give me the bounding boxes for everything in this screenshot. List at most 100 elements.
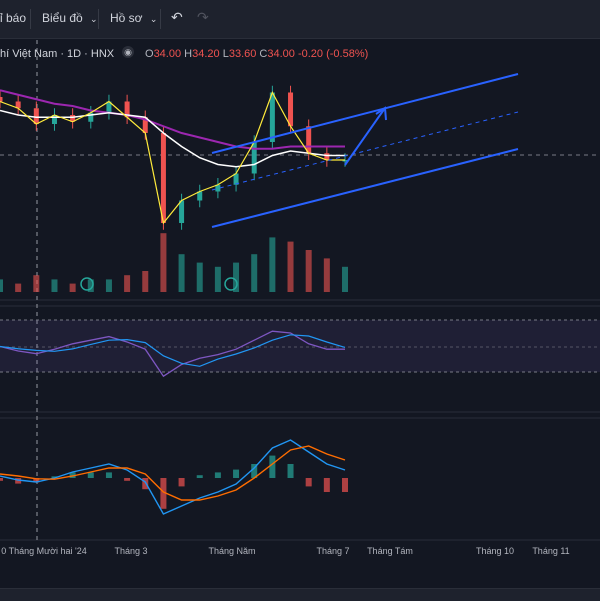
volume-bar [15,283,22,292]
candle-body [70,115,76,122]
candle-body [124,101,130,118]
volume-bar [87,279,94,292]
candle-body [306,126,312,154]
volume-bar [342,266,348,292]
rsi-band [0,320,600,372]
toolbar-divider [160,9,161,29]
volume-bar [0,279,3,292]
eye-icon[interactable]: ◉ [122,46,134,58]
profile-menu[interactable]: Hồ sơ ⌄ [110,11,157,25]
macd-histogram-bar [269,455,276,478]
candle-body [33,108,39,124]
profile-menu-label: Hồ sơ [110,11,143,25]
projection-arrow-head [375,106,387,121]
signal-line [0,445,346,501]
candle-body [179,200,185,223]
candle-body [160,133,166,223]
macd-histogram-bar [69,472,76,478]
volume-bar [323,258,330,292]
volume-bar [305,250,312,292]
open-value: 34.00 [153,48,182,60]
candle-body [51,115,57,124]
low-label: L [222,48,229,60]
macd-histogram-bar [233,469,240,478]
close-value: 34.00 [267,48,295,60]
candle-body [0,97,3,102]
volume-bar [33,275,40,292]
redo-icon[interactable]: ↷ [197,9,209,25]
symbol-title[interactable]: hí Việt Nam · 1D · HNX [0,48,115,60]
macd-histogram-bar [33,478,40,483]
volume-bar [105,279,112,292]
undo-icon[interactable]: ↶ [171,9,183,25]
candle-body [269,92,275,142]
channel-lower-line [211,148,519,228]
chart-menu-label: Biểu đồ [42,11,83,25]
ma-mid-line [0,109,345,168]
close-label: C [259,48,268,60]
open-label: O [145,48,154,60]
macd-histogram-bar [214,472,221,478]
macd-histogram-bar [87,472,94,478]
rsi-line [0,330,345,378]
candle-body [288,92,294,127]
volume-bar [269,237,276,292]
macd-histogram-bar [51,476,58,478]
volume-bar [287,241,294,292]
volume-bar [196,262,203,292]
volume-bar [69,283,76,292]
macd-histogram-bar [178,478,185,487]
chart-menu[interactable]: Biểu đồ ⌄ [42,11,98,25]
channel-median-line [211,111,519,191]
macd-histogram-bar [142,478,149,490]
macd-histogram-bar [196,475,203,478]
bottom-bar [0,588,600,601]
time-axis-label: Tháng Năm [208,546,255,556]
top-toolbar: ỉ báo Biểu đồ ⌄ Hồ sơ ⌄ ↶ ↷ [0,0,600,39]
volume-bar [251,254,258,292]
time-axis-label: 0 Tháng Mười hai '24 [1,546,87,556]
high-value: 34.20 [192,48,220,60]
time-axis-label: Tháng 3 [114,546,147,556]
volume-bar [124,275,131,292]
time-axis-label: Tháng 10 [476,546,514,556]
candle-body [324,153,330,160]
candle-body [215,184,221,192]
macd-line [0,439,346,515]
macd-histogram-bar [160,478,167,509]
projection-arrow [344,107,386,166]
low-value: 33.60 [228,48,257,60]
macd-histogram-bar [305,478,312,487]
time-axis-label: Tháng Tám [367,546,413,556]
candle-body [342,160,348,162]
candle-body [197,191,203,201]
ma-short-line [0,91,345,225]
macd-histogram-bar [287,464,294,478]
volume-bar [233,262,240,292]
time-axis-label: Tháng 11 [532,546,569,556]
macd-histogram-bar [251,464,258,478]
indicators-menu[interactable]: ỉ báo [0,11,27,25]
volume-bar [160,233,167,292]
candle-body [233,173,239,185]
volume-bar [214,266,221,292]
volume-bar [178,254,185,292]
dividend-marker-icon [224,277,238,291]
macd-histogram-bar [124,478,131,481]
rsi-ma-line [0,334,346,367]
ohlc-values: O34.00 H34.20 L33.60 C34.00 -0.20 (-0.58… [145,48,368,60]
candle-body [106,101,112,113]
ma-long-line [0,89,345,150]
dividend-marker-icon [80,277,94,291]
toolbar-divider [30,9,31,29]
candle-body [88,112,94,122]
macd-histogram-bar [15,478,22,484]
macd-histogram-bar [105,472,112,478]
high-label: H [184,48,193,60]
chevron-down-icon: ⌄ [90,14,98,24]
channel-upper-line [211,73,519,154]
candle-body [142,117,148,133]
volume-bar [51,279,58,292]
volume-bar [142,271,149,292]
